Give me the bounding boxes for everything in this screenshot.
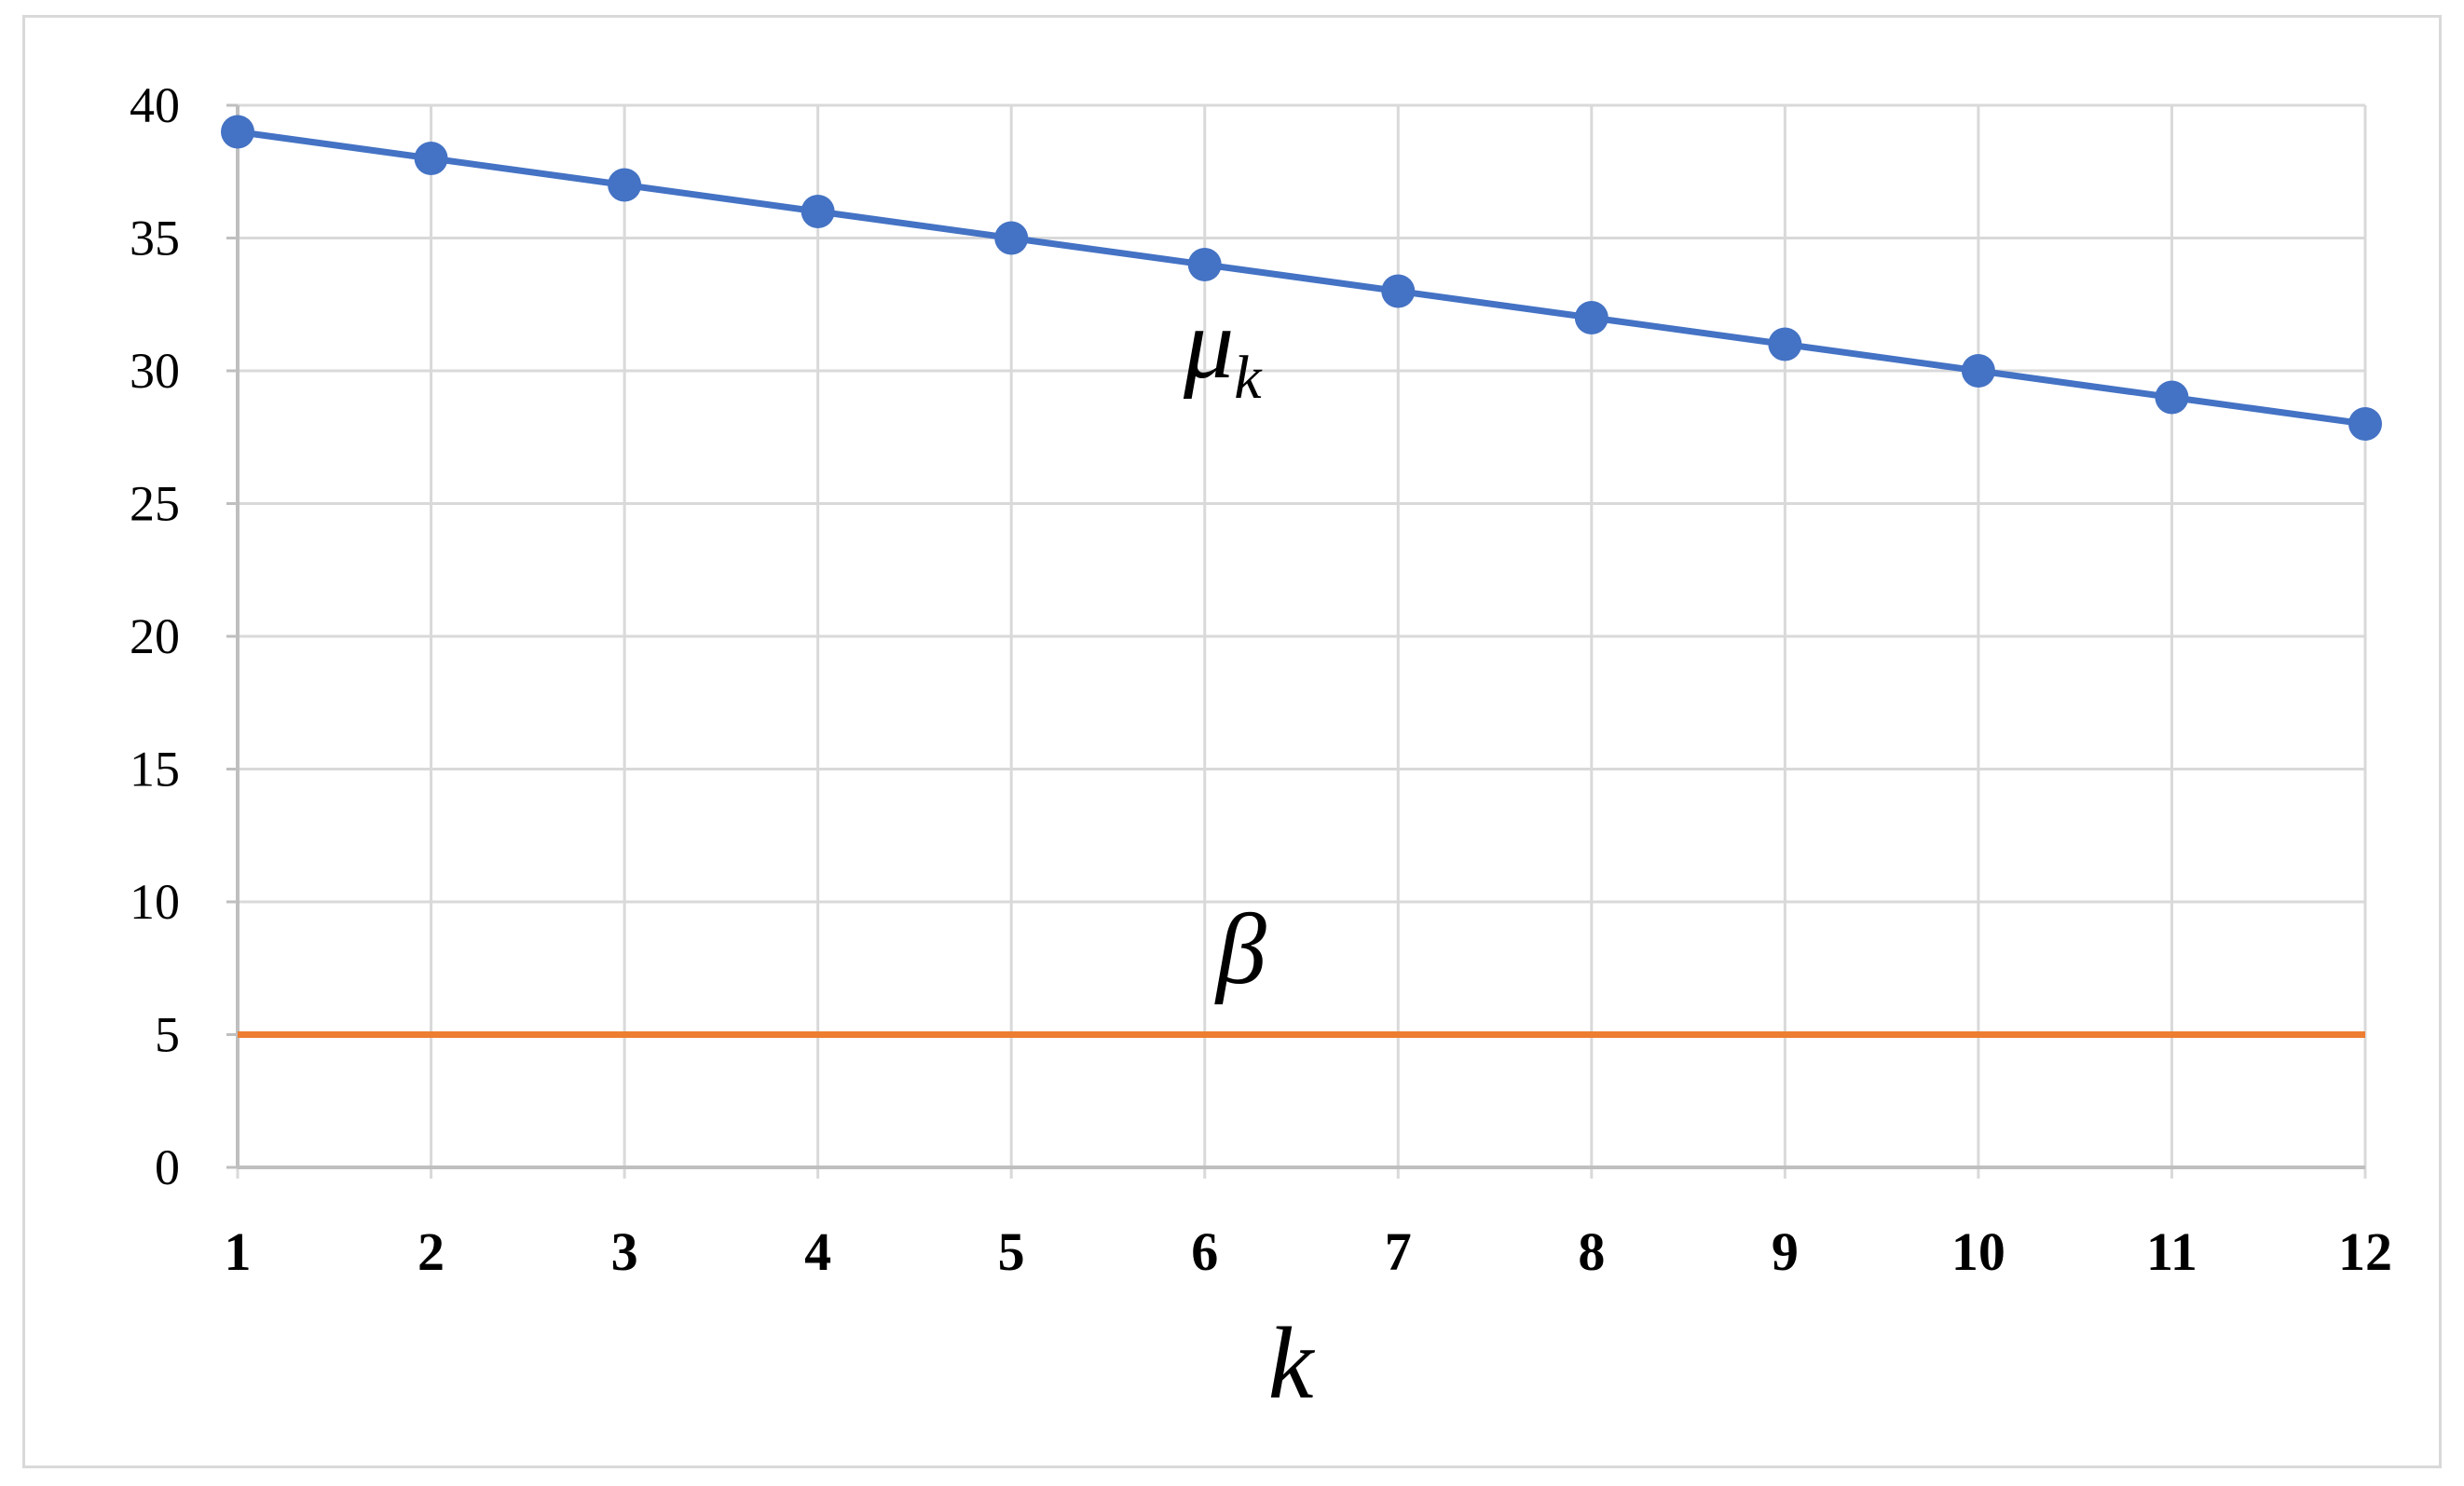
x-tick-label: 3 xyxy=(611,1221,638,1282)
data-point xyxy=(1381,274,1416,308)
x-tick-label: 6 xyxy=(1191,1221,1218,1282)
y-tick-label: 40 xyxy=(130,77,180,133)
y-tick-label: 10 xyxy=(130,874,180,930)
series-label-mu-subscript: k xyxy=(1234,344,1263,412)
x-tick-label: 5 xyxy=(998,1221,1025,1282)
x-tick-label: 10 xyxy=(1951,1221,2005,1282)
y-tick-label: 5 xyxy=(155,1007,180,1063)
x-tick-label: 8 xyxy=(1578,1221,1605,1282)
data-point xyxy=(2155,380,2189,415)
data-point xyxy=(801,195,835,228)
grid-layer xyxy=(236,103,2367,1179)
data-point xyxy=(608,168,642,202)
data-point xyxy=(414,142,448,175)
data-point xyxy=(221,115,254,149)
series-layer xyxy=(221,115,2382,1038)
data-point xyxy=(1574,301,1608,334)
y-tick-label: 30 xyxy=(130,343,180,399)
x-tick-label: 12 xyxy=(2338,1221,2392,1282)
y-tick-label: 15 xyxy=(130,742,180,798)
data-point xyxy=(1961,354,1995,388)
series-label-beta: β xyxy=(1214,894,1266,1005)
axis-layer xyxy=(226,103,2365,1169)
x-tick-label: 2 xyxy=(418,1221,445,1282)
chart-frame xyxy=(22,15,2442,1468)
x-tick-label: 7 xyxy=(1385,1221,1412,1282)
x-tick-label: 11 xyxy=(2146,1221,2197,1282)
series-label-mu: μk xyxy=(1183,289,1263,412)
x-axis-title: k xyxy=(1268,1306,1316,1420)
data-point xyxy=(994,221,1029,255)
y-tick-label: 0 xyxy=(155,1139,180,1195)
data-point xyxy=(1768,327,1802,361)
x-tick-label: 9 xyxy=(1772,1221,1799,1282)
series-label-mu-symbol: μ xyxy=(1183,289,1234,400)
y-tick-label: 20 xyxy=(130,608,180,664)
y-tick-label: 25 xyxy=(130,476,180,532)
data-point xyxy=(2348,407,2382,441)
x-tick-label: 1 xyxy=(225,1221,252,1282)
series-line-0 xyxy=(237,129,2366,428)
x-tick-label: 4 xyxy=(804,1221,831,1282)
y-tick-label: 35 xyxy=(130,211,180,266)
data-point xyxy=(1187,248,1222,281)
